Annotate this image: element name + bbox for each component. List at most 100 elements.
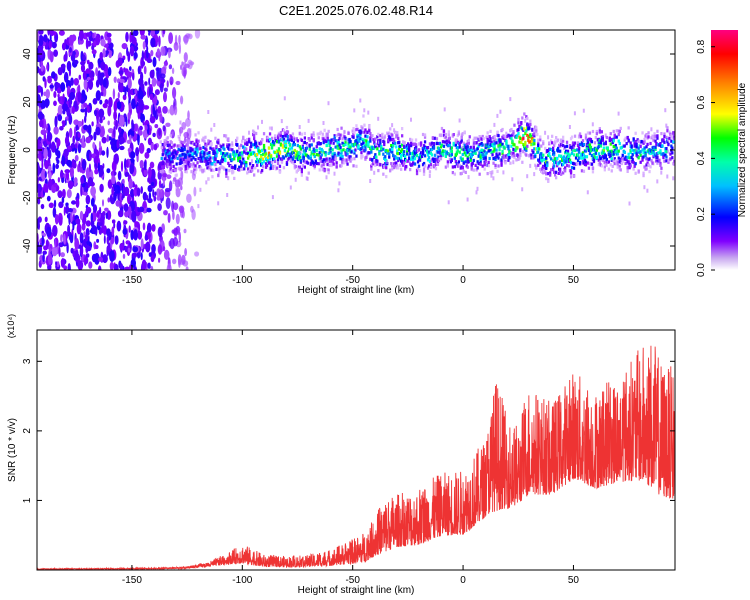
heatmap-cell — [95, 90, 101, 101]
heatmap-cell — [168, 162, 171, 166]
heatmap-cell — [667, 160, 670, 164]
heatmap-cell — [44, 171, 47, 178]
heatmap-y-axis-label: Frequency (Hz) — [7, 116, 18, 185]
heatmap-cell — [180, 141, 183, 145]
heatmap-cell — [666, 126, 669, 130]
heatmap-cell — [348, 148, 351, 152]
heatmap-cell — [340, 126, 343, 130]
heatmap-cell — [288, 147, 292, 151]
heatmap-cell — [671, 146, 674, 150]
heatmap-cell — [252, 164, 255, 168]
heatmap-cell — [199, 187, 202, 192]
heatmap-cell — [534, 153, 537, 157]
heatmap-cell — [231, 158, 234, 162]
heatmap-cell — [517, 131, 520, 136]
heatmap-cell — [423, 140, 427, 144]
heatmap-cell — [490, 150, 493, 155]
heatmap-cell — [339, 133, 342, 137]
heatmap-cell — [493, 122, 496, 127]
heatmap-cell — [148, 77, 151, 86]
heatmap-cell — [361, 126, 364, 130]
heatmap-cell — [190, 158, 193, 162]
heatmap-cell — [631, 157, 634, 161]
heatmap-cell — [428, 170, 432, 174]
heatmap-cell — [148, 238, 151, 244]
heatmap-cell — [612, 139, 615, 143]
heatmap-cell — [422, 170, 426, 174]
heatmap-cell — [271, 195, 274, 200]
heatmap-cell — [122, 253, 126, 259]
heatmap-cell — [409, 151, 412, 155]
heatmap-cell — [261, 148, 264, 152]
heatmap-cell — [493, 144, 496, 148]
heatmap-cell — [582, 169, 586, 173]
heatmap-cell — [101, 150, 106, 156]
heatmap-cell — [466, 197, 469, 202]
heatmap-cell — [294, 156, 297, 160]
heatmap-cell — [427, 164, 431, 168]
heatmap-cell — [261, 165, 265, 169]
heatmap-cell — [137, 230, 143, 240]
heatmap-cell — [131, 252, 138, 258]
heatmap-cell — [552, 158, 555, 162]
heatmap-cell — [183, 145, 186, 149]
heatmap-cell — [467, 160, 470, 164]
heatmap-cell — [453, 156, 456, 160]
heatmap-cell — [504, 135, 507, 139]
heatmap-cell — [655, 143, 658, 147]
heatmap-cell — [395, 145, 398, 149]
heatmap-cell — [568, 158, 572, 162]
heatmap-cell — [656, 179, 659, 184]
heatmap-cell — [441, 153, 445, 157]
heatmap-cell — [179, 206, 184, 218]
heatmap-cell — [272, 143, 276, 147]
heatmap-cell — [564, 168, 566, 173]
heatmap-cell — [464, 160, 467, 164]
heatmap-cell — [511, 139, 514, 143]
heatmap-cell — [603, 165, 606, 169]
heatmap-cell — [615, 129, 618, 133]
heatmap-cell — [470, 164, 473, 168]
heatmap-cell — [289, 155, 293, 159]
heatmap-cell — [189, 149, 192, 153]
heatmap-cell — [253, 134, 256, 138]
heatmap-cell — [240, 143, 243, 147]
heatmap-cell — [80, 63, 86, 73]
heatmap-cell — [487, 149, 490, 153]
heatmap-cell — [363, 123, 366, 127]
heatmap-cell — [229, 153, 232, 157]
heatmap-cell — [269, 154, 273, 158]
heatmap-cell — [150, 255, 155, 263]
heatmap-cell — [132, 30, 139, 37]
heatmap-cell — [249, 162, 252, 166]
heatmap-cell — [524, 118, 527, 123]
heatmap-cell — [364, 148, 367, 152]
figure-title: C2E1.2025.076.02.48.R14 — [279, 3, 433, 18]
heatmap-cell — [673, 133, 675, 137]
heatmap-cell — [312, 139, 315, 143]
heatmap-cell — [575, 148, 579, 152]
heatmap-cell — [235, 138, 238, 143]
heatmap-cell — [458, 150, 461, 154]
heatmap-cell — [578, 161, 582, 165]
heatmap-cell — [653, 132, 656, 136]
heatmap-cell — [146, 207, 152, 213]
heatmap-cell — [161, 169, 164, 173]
heatmap-cell — [60, 82, 66, 93]
heatmap-cell — [589, 149, 593, 153]
heatmap-cell — [138, 142, 145, 154]
heatmap-cell — [150, 30, 155, 37]
heatmap-cell — [138, 98, 144, 111]
heatmap-cell — [231, 148, 234, 152]
heatmap-cell — [618, 129, 621, 134]
heatmap-cell — [302, 155, 305, 159]
heatmap-cell — [85, 68, 92, 74]
heatmap-cell — [322, 162, 325, 166]
heatmap-cell — [529, 122, 532, 126]
heatmap-cell — [74, 249, 79, 261]
heatmap-cell — [397, 158, 400, 163]
heatmap-cell — [38, 39, 44, 47]
heatmap-cell — [597, 143, 600, 147]
heatmap-cell — [249, 148, 252, 152]
heatmap-cell — [398, 147, 401, 151]
